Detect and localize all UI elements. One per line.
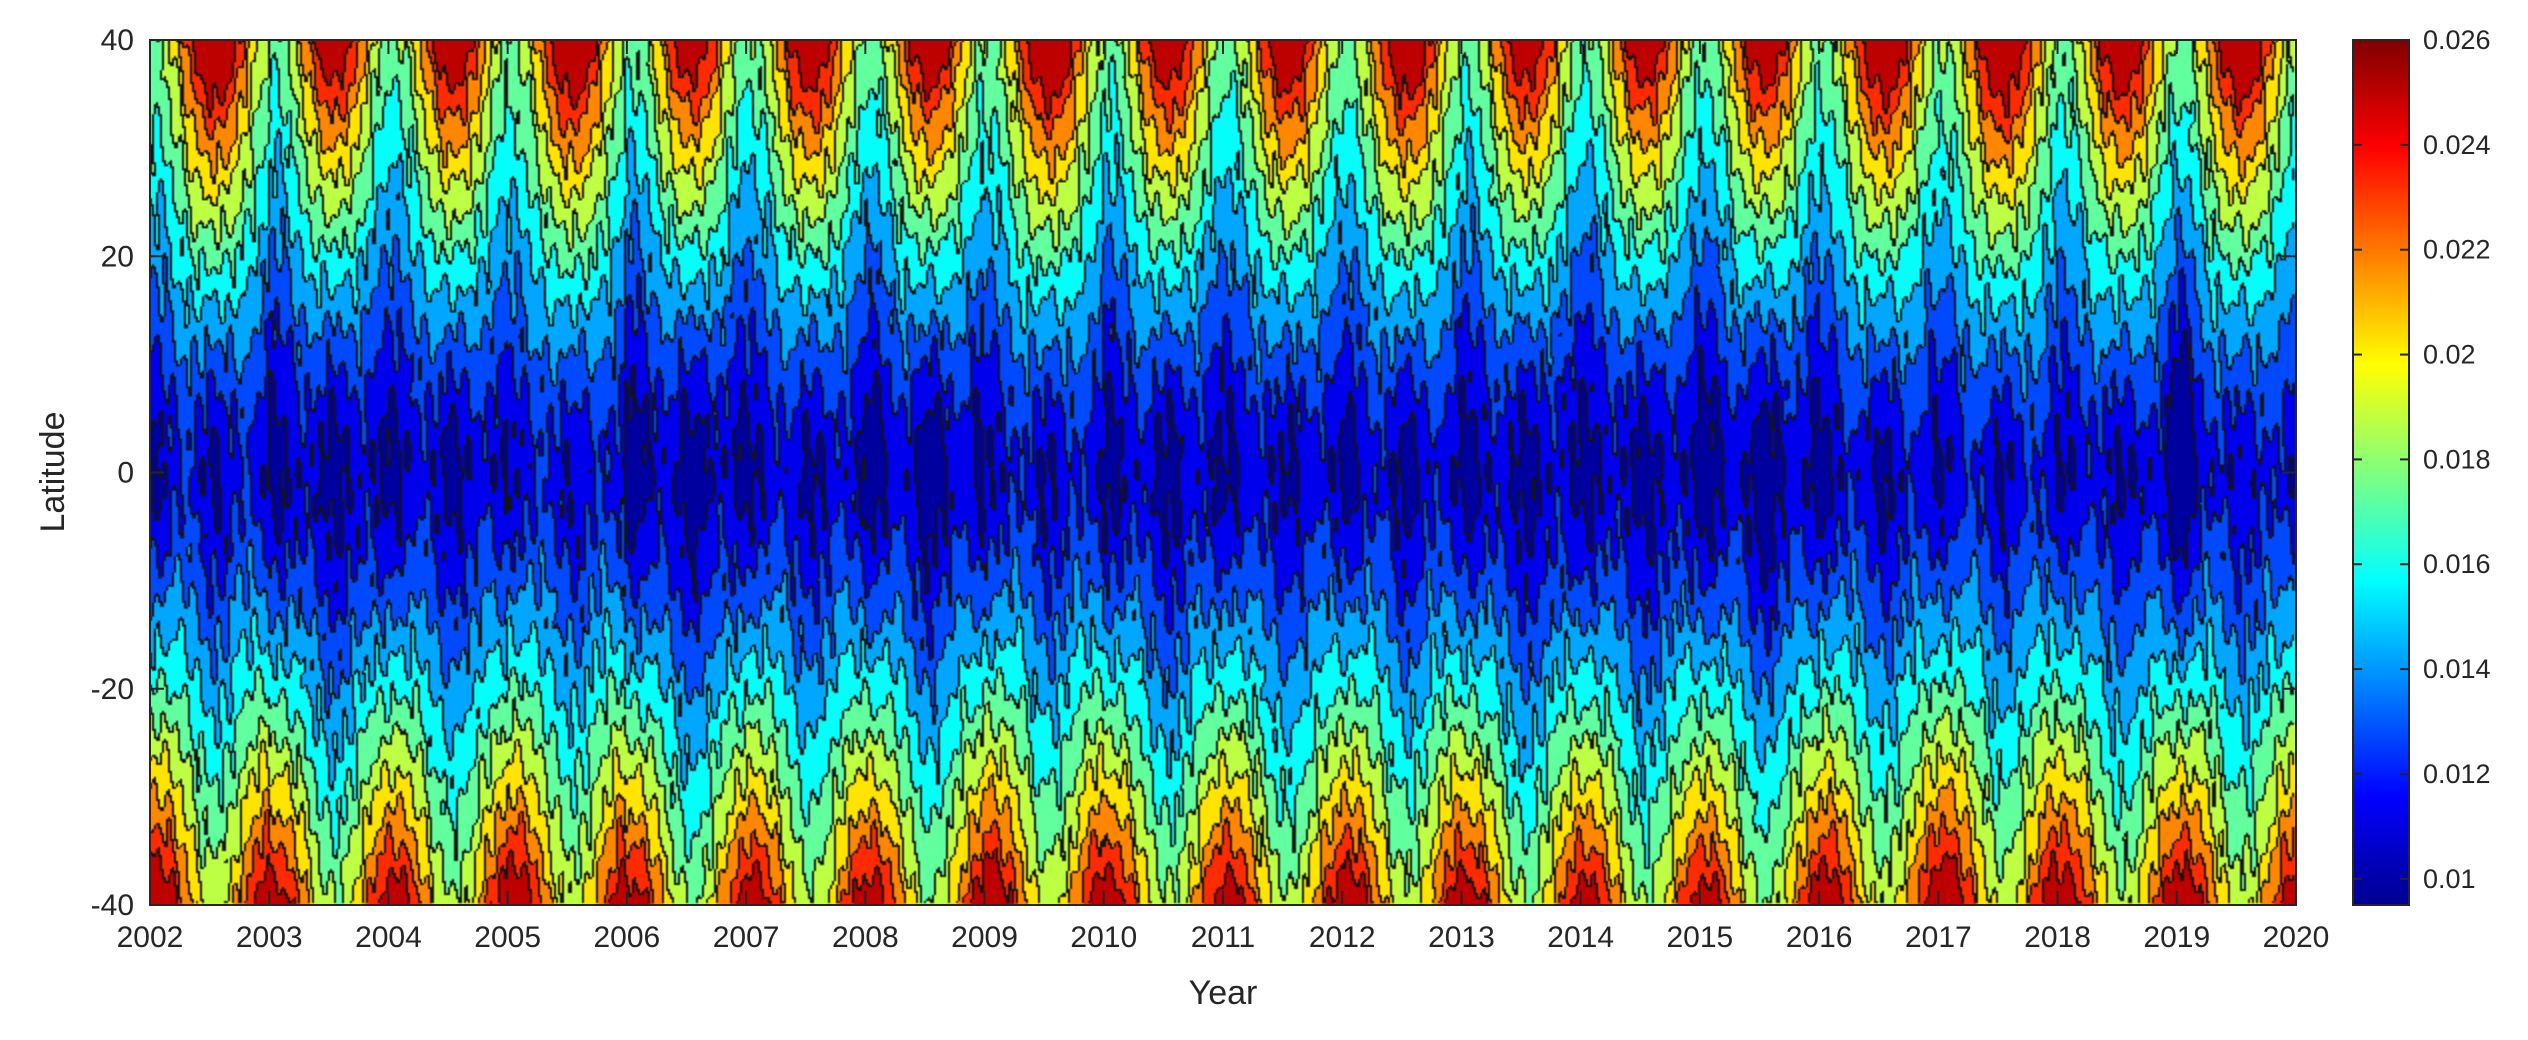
- x-tick-label: 2004: [355, 921, 422, 954]
- colorbar-tick-label: 0.022: [2423, 235, 2491, 265]
- x-tick-label: 2020: [2263, 921, 2330, 954]
- colorbar-tick-label: 0.012: [2423, 759, 2491, 789]
- colorbar-tick-label: 0.024: [2423, 130, 2491, 160]
- colorbar-tick-label: 0.018: [2423, 444, 2491, 474]
- x-tick-label: 2009: [951, 921, 1018, 954]
- x-tick-label: 2015: [1667, 921, 1734, 954]
- x-tick-label: 2002: [117, 921, 184, 954]
- x-tick-label: 2008: [832, 921, 899, 954]
- colorbar-tick-label: 0.02: [2423, 340, 2476, 370]
- colorbar-gradient: [2352, 39, 2410, 906]
- x-axis: 2002 2003 2004 2005 2006 2007 2008 2009 2010 2011…: [117, 40, 2330, 954]
- colorbar-tick-label: 0.016: [2423, 549, 2491, 579]
- contour-field: [150, 40, 2296, 905]
- x-tick-label: 2011: [1191, 921, 1256, 954]
- x-axis-label: Year: [1189, 974, 1258, 1012]
- x-tick-label: 2016: [1786, 921, 1853, 954]
- y-tick-label: -20: [91, 673, 134, 706]
- y-tick-label: 40: [101, 24, 134, 57]
- colorbar-tick-label: 0.014: [2423, 654, 2491, 684]
- colorbar: 0.026 0.024 0.022 0.02 0.018 0.016 0.014 0.012 0…: [2352, 25, 2491, 906]
- y-axis: 40 20 0 -20 -40: [91, 24, 2296, 922]
- x-tick-label: 2005: [474, 921, 541, 954]
- colorbar-tick-label: 0.01: [2423, 864, 2476, 894]
- y-tick-label: 0: [117, 457, 134, 490]
- y-axis-label: Latitude: [34, 412, 72, 533]
- y-tick-label: 20: [101, 240, 134, 273]
- x-tick-label: 2006: [594, 921, 661, 954]
- x-tick-label: 2013: [1428, 921, 1495, 954]
- x-tick-label: 2014: [1547, 921, 1614, 954]
- colorbar-tick-label: 0.026: [2423, 25, 2491, 55]
- x-tick-label: 2007: [713, 921, 780, 954]
- x-tick-label: 2017: [1905, 921, 1972, 954]
- x-tick-label: 2003: [236, 921, 303, 954]
- x-tick-label: 2012: [1309, 921, 1376, 954]
- x-tick-label: 2018: [2024, 921, 2091, 954]
- x-tick-label: 2010: [1070, 921, 1137, 954]
- plot-area: [149, 39, 2297, 906]
- colorbar-ticks: 0.026 0.024 0.022 0.02 0.018 0.016 0.014 0.012 0…: [2353, 25, 2491, 894]
- y-tick-label: -40: [91, 889, 134, 922]
- x-tick-label: 2019: [2143, 921, 2210, 954]
